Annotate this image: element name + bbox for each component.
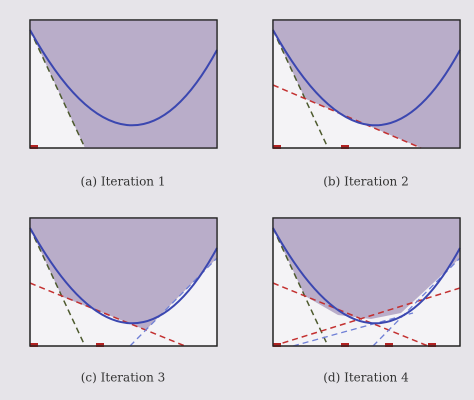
caption: (c) Iteration 3: [81, 371, 166, 385]
marker: [273, 343, 281, 347]
panel: [272, 217, 461, 347]
marker: [385, 343, 393, 347]
panel-border: [272, 19, 461, 149]
tangent: [272, 227, 329, 347]
tangent: [272, 287, 461, 347]
tangent: [29, 29, 86, 149]
tangent: [292, 312, 414, 347]
tangent: [272, 84, 422, 149]
marker: [428, 343, 436, 347]
panel: [29, 19, 218, 149]
marker: [341, 343, 349, 347]
marker: [273, 145, 281, 149]
panel-border: [29, 217, 218, 347]
panel: [272, 19, 461, 149]
caption: (b) Iteration 2: [323, 175, 408, 189]
marker: [30, 145, 38, 149]
caption: (d) Iteration 4: [323, 371, 409, 385]
marker: [341, 145, 349, 149]
caption: (a) Iteration 1: [81, 175, 166, 189]
panel-border: [272, 217, 461, 347]
panel-border: [29, 19, 218, 149]
tangent: [29, 227, 86, 347]
tangent: [29, 282, 186, 347]
curve: [29, 227, 218, 325]
panel: [29, 217, 218, 347]
region: [273, 20, 460, 148]
marker: [30, 343, 38, 347]
region: [30, 20, 217, 148]
curve: [272, 29, 461, 127]
marker: [96, 343, 104, 347]
tangent: [272, 29, 329, 149]
curve: [29, 29, 218, 127]
curve: [272, 227, 461, 325]
tangent: [272, 282, 429, 347]
